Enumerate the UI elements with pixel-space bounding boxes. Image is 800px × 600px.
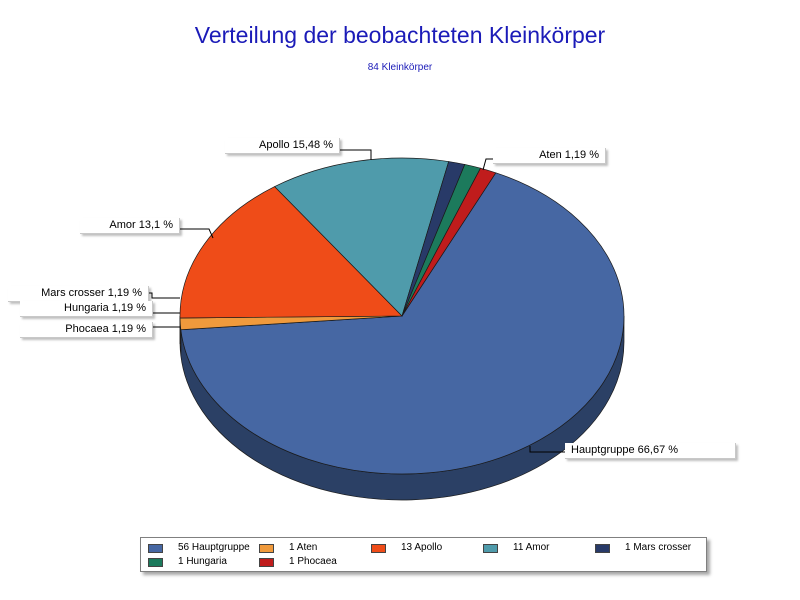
legend-swatch (595, 544, 610, 553)
chart-title: Verteilung der beobachteten Kleinkörper (194, 22, 606, 48)
chart-subtitle: 84 Kleinkörper (367, 62, 433, 73)
legend-swatch (148, 558, 163, 567)
legend-label: 1 Hungaria (178, 556, 227, 567)
pie-slice-phocaea (401, 167, 497, 317)
legend-swatch (483, 544, 498, 553)
legend-swatch (148, 544, 163, 553)
legend-swatch (259, 544, 274, 553)
slice-label-hungaria: Hungaria 1,19 % (20, 301, 153, 317)
leader-line-apollo (326, 149, 372, 160)
pie-slice-amor (274, 157, 450, 317)
slice-label-phocaea: Phocaea 1,19 % (20, 322, 153, 338)
legend-label: 56 Hauptgruppe (178, 542, 250, 553)
legend-label: 1 Aten (289, 542, 318, 553)
pie-slice-apollo (179, 186, 403, 319)
slice-label-amor: Amor 13,1 % (80, 218, 180, 234)
legend-label: 11 Amor (513, 542, 550, 553)
slice-label-aten: Aten 1,19 % (493, 148, 606, 164)
legend-swatch (371, 544, 386, 553)
legend-label: 1 Mars crosser (625, 542, 692, 553)
leader-line-aten (482, 158, 494, 171)
slice-label-apollo: Apollo 15,48 % (225, 138, 340, 154)
legend-label: 1 Phocaea (289, 556, 337, 567)
pie-slice-hauptgruppe (180, 172, 625, 475)
leader-line-hauptgruppe (529, 446, 566, 453)
leader-line-amor (168, 228, 214, 239)
slice-label-mars-crosser: Mars crosser 1,19 % (8, 286, 149, 302)
legend-label: 13 Apollo (401, 542, 443, 553)
legend: 56 Hauptgruppe 1 Aten 13 Apollo 11 Amor … (140, 537, 707, 572)
legend-swatch (259, 558, 274, 567)
slice-label-hauptgruppe: Hauptgruppe 66,67 % (565, 443, 736, 459)
